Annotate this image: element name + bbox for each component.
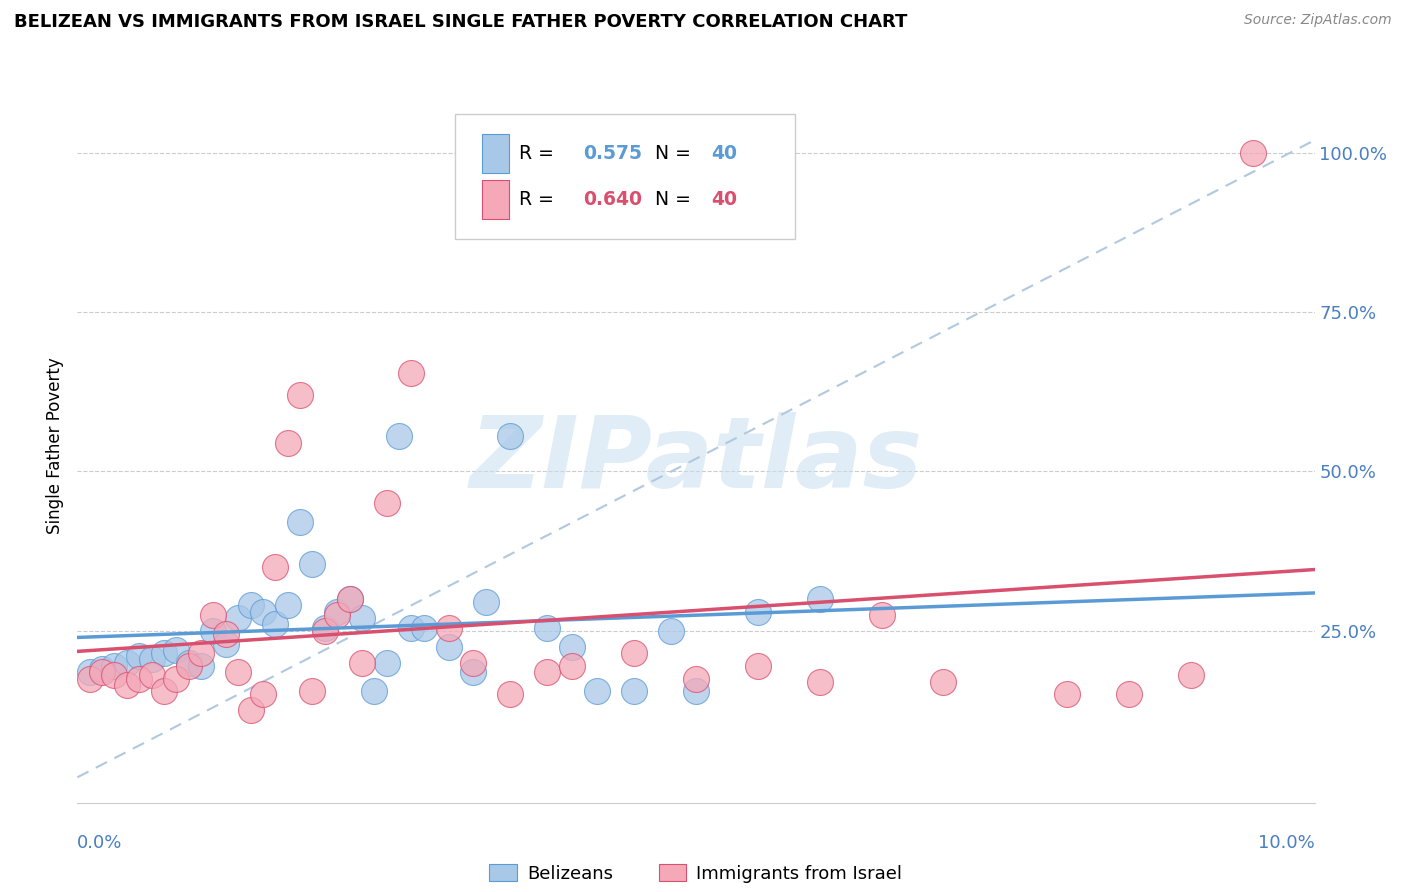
Point	[301, 684, 323, 698]
Text: R =: R =	[519, 144, 560, 163]
Point	[401, 621, 423, 635]
Point	[79, 672, 101, 686]
Point	[932, 674, 955, 689]
Point	[277, 599, 299, 613]
Point	[870, 607, 893, 622]
Point	[437, 621, 460, 635]
Text: 40: 40	[711, 190, 737, 210]
Point	[350, 611, 373, 625]
Text: 40: 40	[711, 144, 737, 163]
Point	[808, 674, 831, 689]
Point	[685, 672, 707, 686]
Point	[202, 607, 225, 622]
Point	[190, 646, 212, 660]
Text: N =: N =	[655, 144, 697, 163]
Point	[177, 658, 200, 673]
Point	[623, 646, 645, 660]
Text: N =: N =	[655, 190, 697, 210]
Point	[226, 611, 249, 625]
Bar	[482, 180, 509, 219]
Point	[165, 643, 187, 657]
Point	[808, 591, 831, 606]
Point	[401, 366, 423, 380]
Point	[586, 684, 609, 698]
Text: BELIZEAN VS IMMIGRANTS FROM ISRAEL SINGLE FATHER POVERTY CORRELATION CHART: BELIZEAN VS IMMIGRANTS FROM ISRAEL SINGL…	[14, 13, 907, 31]
Point	[277, 435, 299, 450]
Point	[128, 672, 150, 686]
Point	[177, 656, 200, 670]
Point	[747, 658, 769, 673]
Point	[141, 652, 163, 666]
Point	[141, 668, 163, 682]
Text: 0.0%: 0.0%	[77, 834, 122, 852]
Point	[499, 688, 522, 702]
Point	[264, 560, 287, 574]
Point	[339, 591, 361, 606]
Point	[623, 684, 645, 698]
Point	[1118, 688, 1140, 702]
Text: 0.640: 0.640	[583, 190, 643, 210]
Point	[153, 684, 176, 698]
Point	[79, 665, 101, 680]
Point	[115, 678, 138, 692]
Legend: Belizeans, Immigrants from Israel: Belizeans, Immigrants from Israel	[482, 857, 910, 890]
Point	[314, 621, 336, 635]
Point	[463, 656, 485, 670]
Point	[202, 624, 225, 638]
Point	[463, 665, 485, 680]
Point	[314, 624, 336, 638]
FancyBboxPatch shape	[454, 114, 794, 239]
Point	[536, 621, 558, 635]
Point	[288, 516, 311, 530]
Point	[363, 684, 385, 698]
Point	[115, 656, 138, 670]
Text: Source: ZipAtlas.com: Source: ZipAtlas.com	[1244, 13, 1392, 28]
Text: 10.0%: 10.0%	[1258, 834, 1315, 852]
Point	[536, 665, 558, 680]
Point	[215, 627, 238, 641]
Point	[437, 640, 460, 654]
Y-axis label: Single Father Poverty: Single Father Poverty	[46, 358, 65, 534]
Point	[103, 658, 125, 673]
Point	[326, 605, 349, 619]
Point	[91, 662, 114, 676]
Point	[412, 621, 434, 635]
Point	[659, 624, 682, 638]
Point	[375, 656, 398, 670]
Point	[190, 658, 212, 673]
Point	[239, 599, 262, 613]
Point	[1241, 145, 1264, 160]
Point	[350, 656, 373, 670]
Point	[91, 665, 114, 680]
Point	[264, 617, 287, 632]
Point	[561, 640, 583, 654]
Bar	[482, 134, 509, 173]
Point	[252, 688, 274, 702]
Text: R =: R =	[519, 190, 560, 210]
Point	[1180, 668, 1202, 682]
Point	[215, 636, 238, 650]
Text: ZIPatlas: ZIPatlas	[470, 412, 922, 508]
Point	[301, 557, 323, 571]
Point	[326, 607, 349, 622]
Point	[375, 496, 398, 510]
Point	[499, 429, 522, 443]
Point	[685, 684, 707, 698]
Point	[1056, 688, 1078, 702]
Text: 0.575: 0.575	[583, 144, 643, 163]
Point	[165, 672, 187, 686]
Point	[128, 649, 150, 664]
Point	[153, 646, 176, 660]
Point	[339, 591, 361, 606]
Point	[226, 665, 249, 680]
Point	[388, 429, 411, 443]
Point	[103, 668, 125, 682]
Point	[252, 605, 274, 619]
Point	[288, 388, 311, 402]
Point	[561, 658, 583, 673]
Point	[474, 595, 496, 609]
Point	[747, 605, 769, 619]
Point	[239, 703, 262, 717]
